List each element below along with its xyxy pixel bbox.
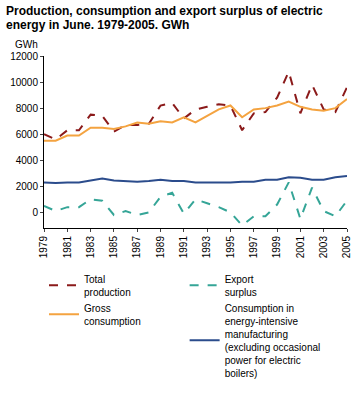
svg-text:2001: 2001 [295, 236, 306, 259]
svg-text:10000: 10000 [10, 77, 38, 88]
svg-text:0: 0 [32, 207, 38, 218]
svg-text:4000: 4000 [16, 155, 39, 166]
svg-text:1983: 1983 [85, 236, 96, 259]
svg-text:GWh: GWh [15, 39, 38, 50]
svg-text:2005: 2005 [341, 236, 352, 259]
svg-text:Totalproduction: Totalproduction [84, 274, 131, 298]
svg-text:1985: 1985 [108, 236, 119, 259]
svg-text:1995: 1995 [225, 236, 236, 259]
svg-text:1993: 1993 [201, 236, 212, 259]
svg-text:Exportsurplus: Exportsurplus [225, 274, 257, 298]
svg-text:1997: 1997 [248, 236, 259, 259]
svg-text:1989: 1989 [155, 236, 166, 259]
svg-text:1987: 1987 [131, 236, 142, 259]
svg-text:2003: 2003 [318, 236, 329, 259]
svg-text:1981: 1981 [62, 236, 73, 259]
html-text:Production, consumption and ex: Production, consumption and export surpl… [6, 4, 323, 32]
svg-text:12000: 12000 [10, 51, 38, 62]
svg-text:1991: 1991 [178, 236, 189, 259]
svg-text:Grossconsumption: Grossconsumption [84, 303, 141, 327]
svg-text:Consumption inenergy-intensive: Consumption inenergy-intensivemanufactur… [225, 303, 321, 379]
svg-text:6000: 6000 [16, 129, 39, 140]
svg-text:1999: 1999 [271, 236, 282, 259]
svg-text:1979: 1979 [38, 236, 49, 259]
svg-text:8000: 8000 [16, 103, 39, 114]
svg-text:2000: 2000 [16, 181, 39, 192]
